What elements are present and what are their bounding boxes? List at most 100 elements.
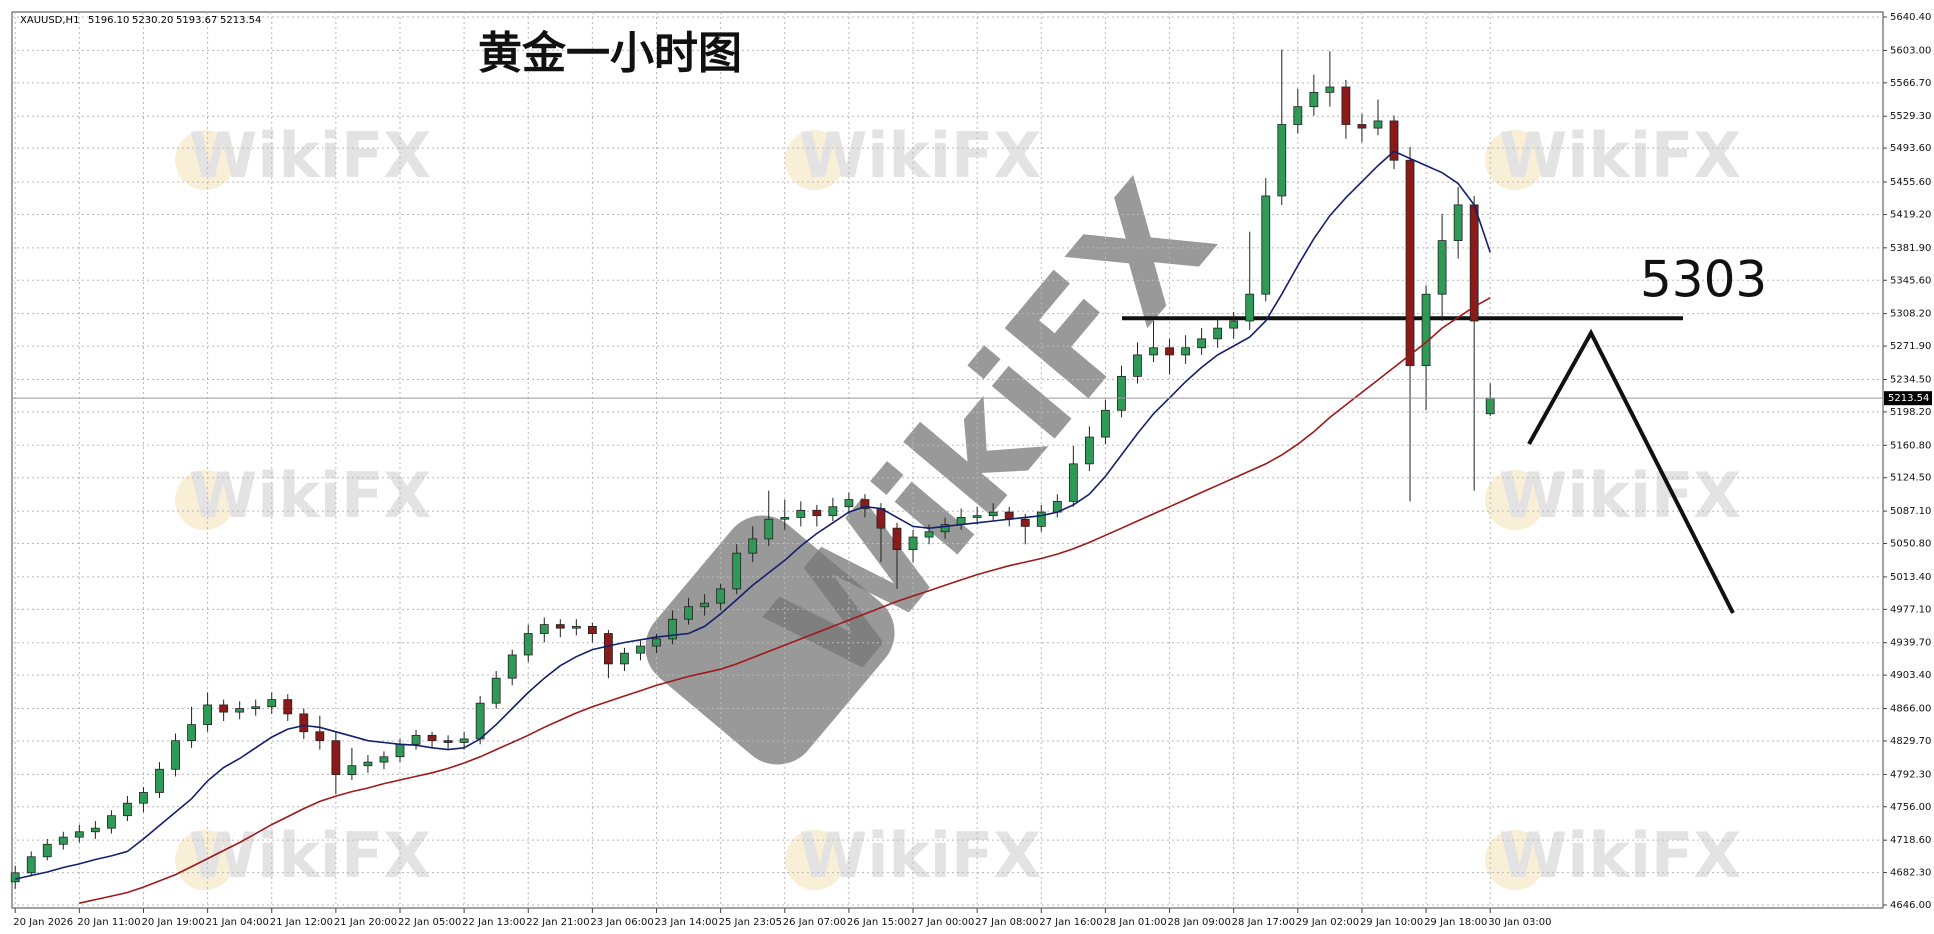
candle-body bbox=[1389, 120, 1399, 161]
candle-body bbox=[58, 836, 68, 845]
candle-body bbox=[235, 708, 245, 713]
moving-average bbox=[79, 297, 1491, 904]
watermark-logo bbox=[1485, 830, 1545, 890]
moving-average bbox=[15, 150, 1491, 880]
y-tick-label: 5198.20 bbox=[1890, 407, 1931, 418]
candle-body bbox=[411, 734, 421, 745]
watermark-logo bbox=[175, 470, 235, 530]
candle-body bbox=[379, 756, 389, 763]
y-tick-label: 4903.40 bbox=[1890, 670, 1931, 681]
y-tick-label: 4646.00 bbox=[1890, 900, 1931, 911]
candle-body bbox=[1101, 409, 1110, 438]
x-tick-label: 22 Jan 21:00 bbox=[526, 917, 589, 928]
y-tick-label: 4977.10 bbox=[1890, 604, 1931, 615]
ohlc-low: 5193.67 bbox=[176, 15, 217, 26]
x-tick-label: 21 Jan 12:00 bbox=[270, 917, 333, 928]
x-tick-label: 28 Jan 09:00 bbox=[1168, 917, 1231, 928]
candle-body bbox=[139, 792, 148, 804]
candle-body bbox=[491, 677, 501, 704]
y-tick-label: 5050.80 bbox=[1890, 539, 1931, 550]
candle-body bbox=[347, 765, 357, 776]
watermark: WikiFX bbox=[1499, 459, 1741, 532]
x-tick-label: 22 Jan 05:00 bbox=[398, 917, 461, 928]
candle-body bbox=[860, 499, 870, 509]
plot-frame bbox=[11, 11, 1884, 909]
candle-body bbox=[187, 724, 196, 742]
watermark-logo bbox=[785, 830, 845, 890]
candle-body bbox=[123, 802, 132, 817]
candle-body bbox=[315, 731, 325, 742]
y-tick-label: 5455.60 bbox=[1890, 177, 1931, 188]
last-price-label: 5213.54 bbox=[1888, 393, 1929, 404]
candle-body bbox=[972, 515, 982, 518]
y-tick-label: 5603.00 bbox=[1890, 45, 1931, 56]
candle-body bbox=[1036, 511, 1046, 527]
candle-body bbox=[636, 645, 645, 654]
y-tick-label: 5566.70 bbox=[1890, 78, 1931, 89]
candle-body bbox=[1357, 124, 1367, 129]
marks bbox=[10, 49, 1883, 904]
candle-body bbox=[331, 740, 341, 776]
candle-body bbox=[283, 699, 293, 715]
candle-body bbox=[924, 531, 934, 538]
candle-body bbox=[1469, 204, 1479, 322]
candle-body bbox=[1405, 159, 1415, 367]
candle-body bbox=[1181, 347, 1190, 356]
candle-body bbox=[716, 588, 726, 604]
candle-body bbox=[42, 843, 52, 858]
candle-body bbox=[1453, 204, 1463, 242]
watermark: WikiFX bbox=[189, 119, 431, 192]
candle-body bbox=[251, 706, 261, 709]
candle-body bbox=[876, 508, 886, 529]
y-tick-label: 5345.60 bbox=[1890, 275, 1931, 286]
candle-body bbox=[796, 509, 806, 518]
candle-body bbox=[748, 538, 758, 554]
candle-body bbox=[507, 654, 517, 679]
candle-body bbox=[1229, 320, 1239, 329]
x-tick-label: 23 Jan 06:00 bbox=[590, 917, 653, 928]
candle-body bbox=[26, 856, 36, 874]
last-price-tag bbox=[1884, 391, 1932, 406]
watermark: WikiFX bbox=[189, 459, 431, 532]
candle-body bbox=[475, 702, 485, 740]
candle-body bbox=[1117, 375, 1126, 411]
candle-body bbox=[620, 652, 629, 665]
candle-body bbox=[1133, 354, 1142, 377]
candle-body bbox=[539, 624, 549, 634]
candle-body bbox=[764, 518, 774, 540]
candle-body bbox=[1421, 293, 1431, 367]
x-tick-label: 21 Jan 20:00 bbox=[334, 917, 397, 928]
watermark-logo bbox=[1485, 470, 1545, 530]
chart-title: 黄金一小时图 bbox=[478, 28, 742, 79]
y-tick-label: 4682.30 bbox=[1890, 868, 1931, 879]
candle-body bbox=[523, 633, 533, 656]
x-tick-label: 27 Jan 00:00 bbox=[911, 917, 974, 928]
x-tick-label: 29 Jan 02:00 bbox=[1296, 917, 1359, 928]
y-tick-label: 4718.60 bbox=[1890, 835, 1931, 846]
y-tick-label: 5013.40 bbox=[1890, 572, 1931, 583]
y-tick-label: 5308.20 bbox=[1890, 309, 1931, 320]
y-tick-label: 4939.70 bbox=[1890, 638, 1931, 649]
candle-body bbox=[555, 624, 565, 629]
candle-body bbox=[1485, 397, 1495, 415]
grid bbox=[12, 12, 1887, 913]
y-tick-label: 5234.50 bbox=[1890, 374, 1931, 385]
watermark-logo bbox=[1485, 130, 1545, 190]
watermark-logo bbox=[785, 130, 845, 190]
candle-body bbox=[571, 625, 581, 629]
y-tick-label: 5271.90 bbox=[1890, 341, 1931, 352]
candle-body bbox=[780, 517, 790, 520]
candle-body bbox=[443, 740, 453, 743]
x-tick-label: 26 Jan 07:00 bbox=[783, 917, 846, 928]
ohlc-high: 5230.20 bbox=[132, 15, 173, 26]
candle-body bbox=[74, 831, 84, 838]
candle-body bbox=[1084, 436, 1094, 465]
candle-body bbox=[604, 633, 613, 665]
watermark: WikiFX bbox=[799, 119, 1041, 192]
x-tick-label: 20 Jan 11:00 bbox=[77, 917, 140, 928]
candle-body bbox=[1149, 347, 1158, 356]
candle-body bbox=[892, 527, 902, 550]
candle-body bbox=[1437, 240, 1447, 295]
watermark-logo bbox=[645, 515, 895, 765]
